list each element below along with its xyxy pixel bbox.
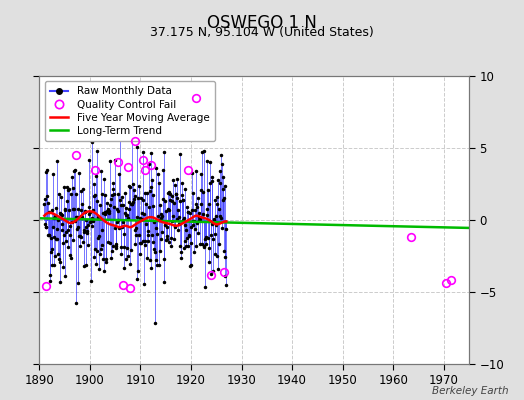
Text: 37.175 N, 95.104 W (United States): 37.175 N, 95.104 W (United States) [150, 26, 374, 39]
Legend: Raw Monthly Data, Quality Control Fail, Five Year Moving Average, Long-Term Tren: Raw Monthly Data, Quality Control Fail, … [45, 81, 215, 141]
Text: Berkeley Earth: Berkeley Earth [432, 386, 508, 396]
Text: OSWEGO 1 N: OSWEGO 1 N [207, 14, 317, 32]
